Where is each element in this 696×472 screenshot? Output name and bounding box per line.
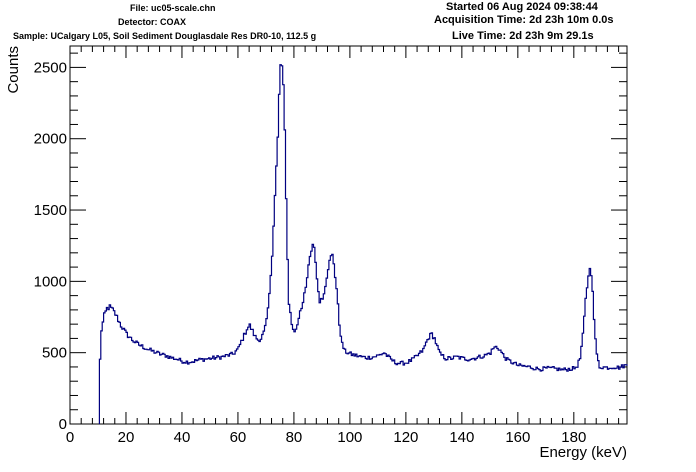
- x-tick-label: 0: [66, 429, 74, 446]
- detector-label: Detector: COAX: [118, 17, 187, 27]
- spectrum-series-line: [98, 64, 628, 424]
- y-tick-label: 500: [42, 345, 67, 362]
- x-tick-label: 180: [561, 429, 586, 446]
- y-tick-label: 1000: [34, 273, 67, 290]
- y-tick-label: 0: [59, 416, 67, 433]
- x-tick-label: 160: [505, 429, 530, 446]
- y-axis-title: Counts: [5, 46, 22, 94]
- plot-frame: [69, 45, 628, 425]
- x-tick-label: 140: [449, 429, 474, 446]
- x-tick-label: 40: [174, 429, 191, 446]
- started-label: Started 06 Aug 2024 09:38:44: [446, 1, 598, 13]
- x-tick-label: 120: [393, 429, 418, 446]
- y-tick-label: 1500: [34, 202, 67, 219]
- x-tick-label: 20: [118, 429, 135, 446]
- acquisition-time-label: Acquisition Time: 2d 23h 10m 0.0s: [434, 14, 614, 26]
- sample-label: Sample: UCalgary L05, Soil Sediment Doug…: [13, 31, 317, 41]
- y-tick-label: 2500: [34, 59, 67, 76]
- x-tick-label: 100: [337, 429, 362, 446]
- x-tick-label: 80: [286, 429, 303, 446]
- file-label: File: uc05-scale.chn: [130, 3, 216, 13]
- y-tick-label: 2000: [34, 131, 67, 148]
- x-axis-title: Energy (keV): [539, 444, 627, 461]
- live-time-label: Live Time: 2d 23h 9m 29.1s: [452, 30, 594, 42]
- x-tick-label: 60: [230, 429, 247, 446]
